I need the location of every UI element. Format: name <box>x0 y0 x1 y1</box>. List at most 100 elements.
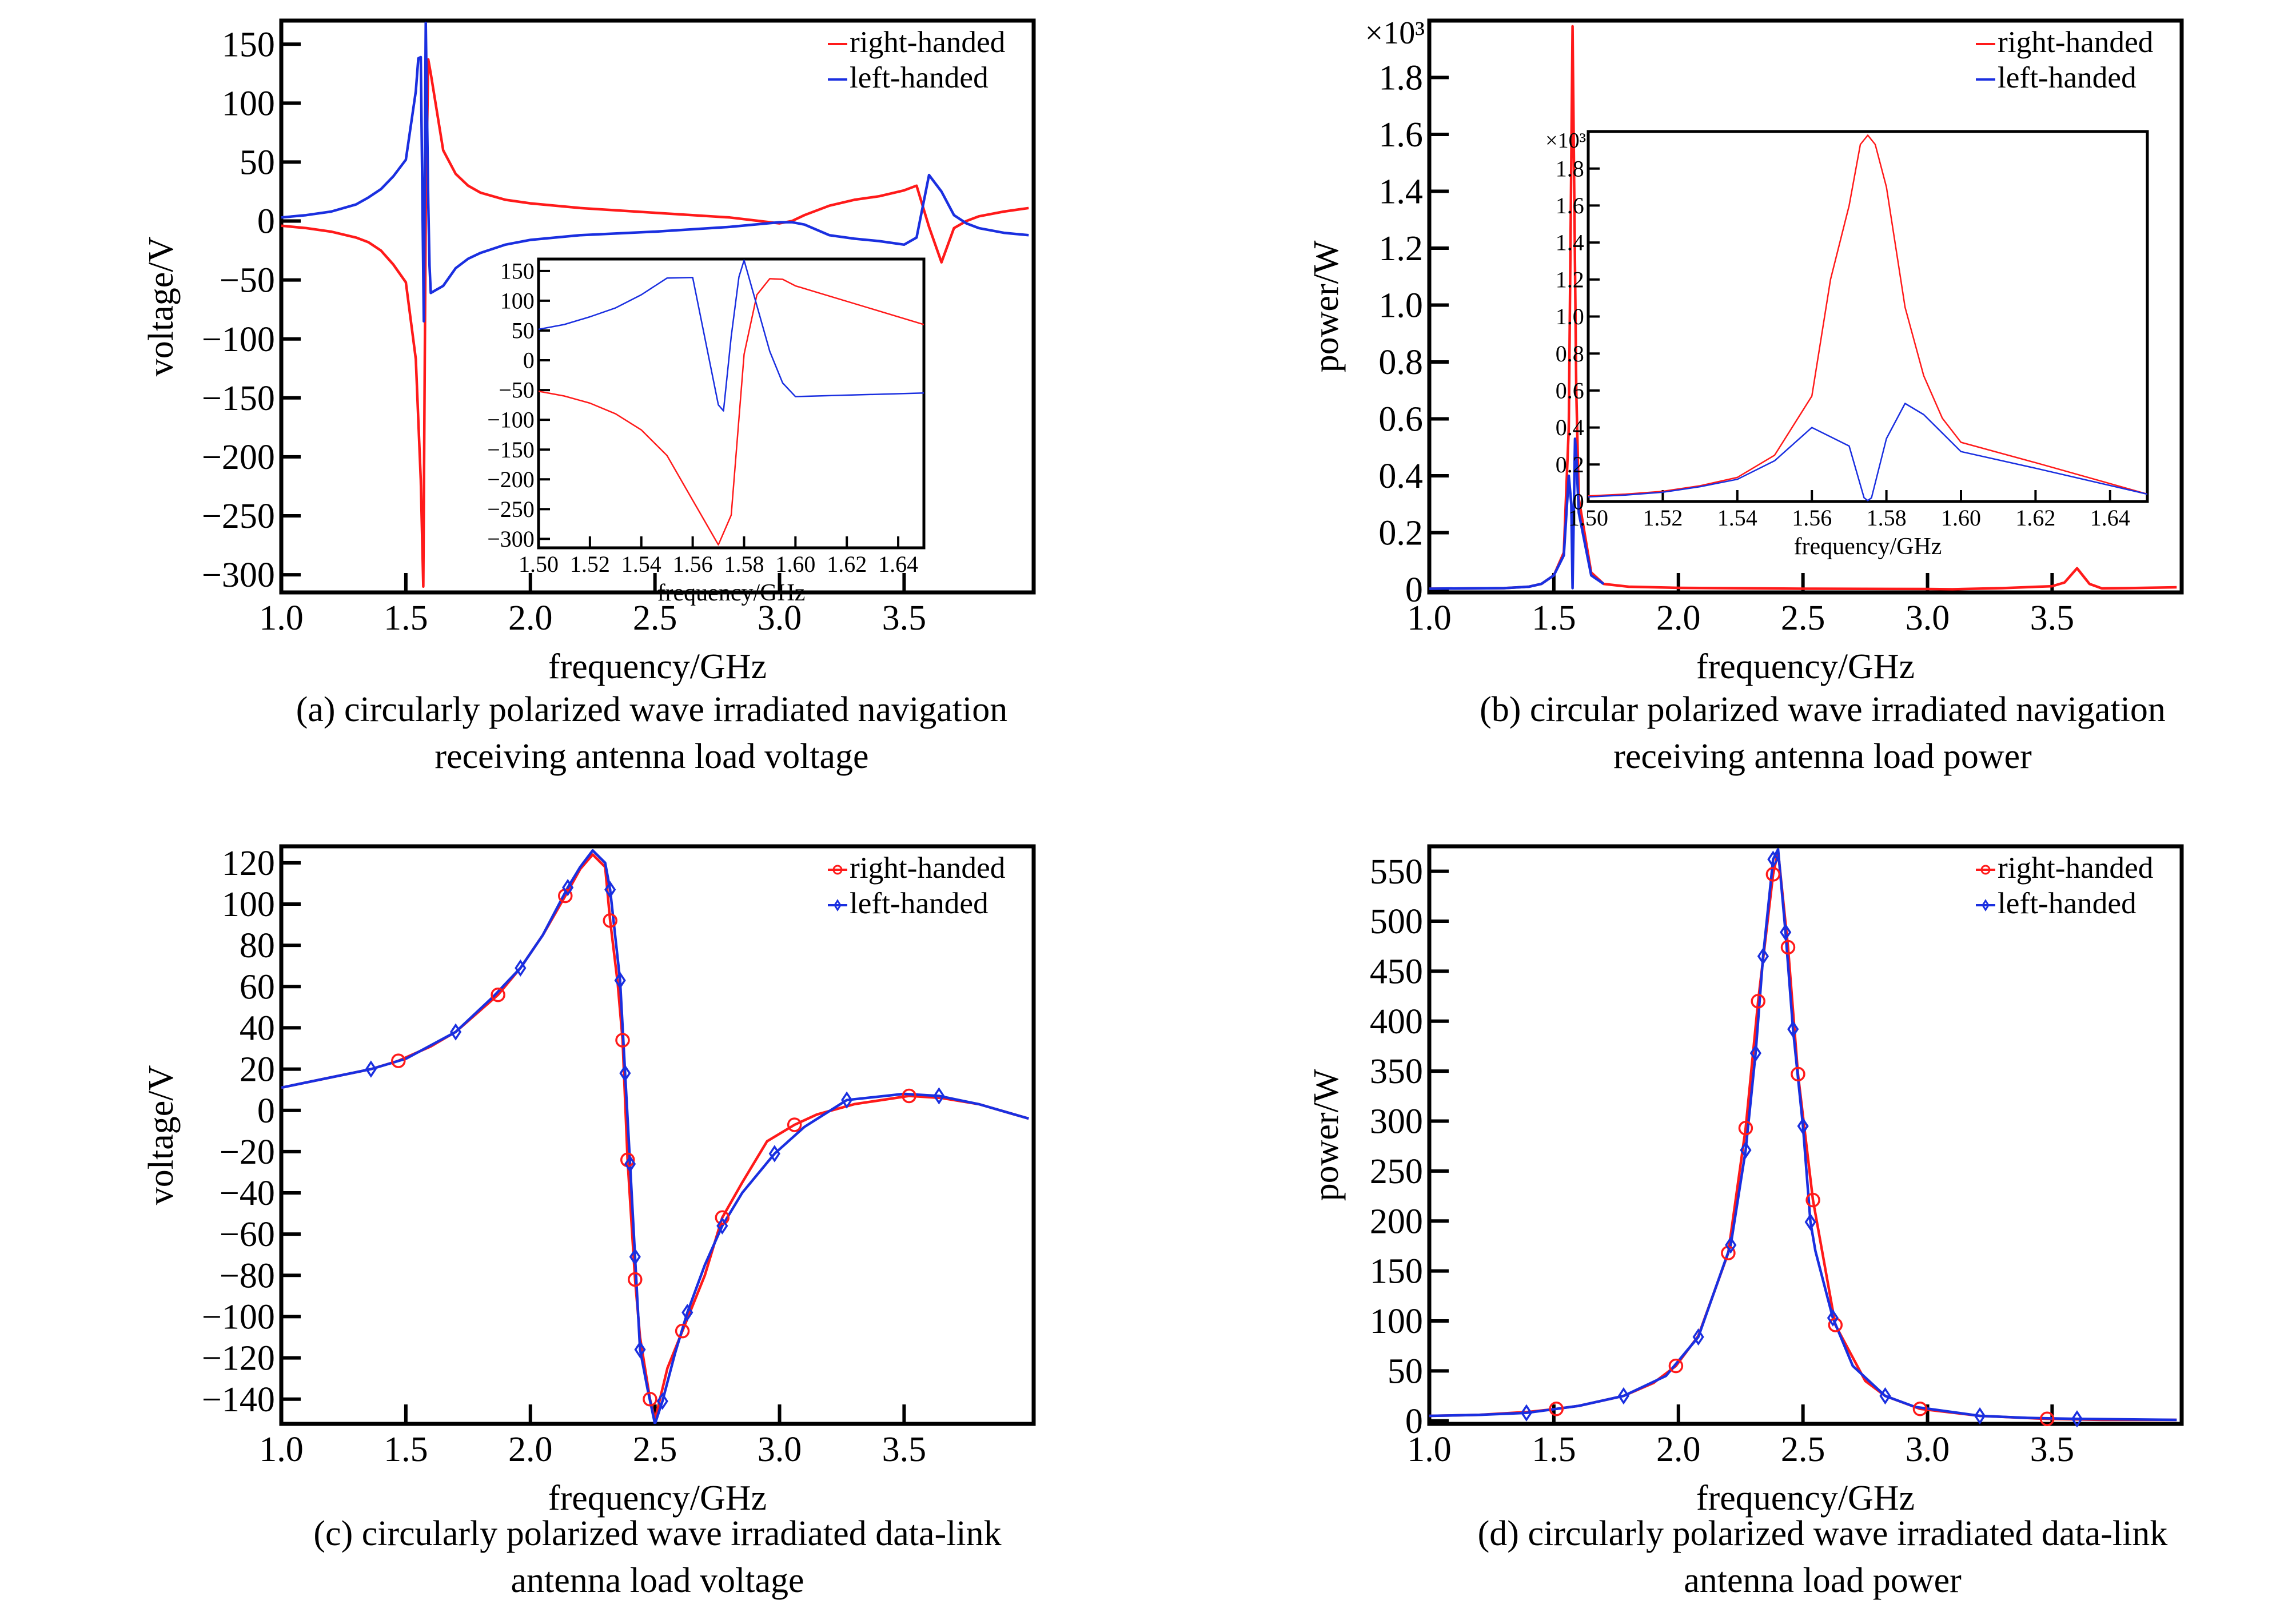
chart-c-plot-frame <box>279 844 1036 1426</box>
inset-series-line-left-handed <box>1588 403 2147 502</box>
chart-d-y-tick-label: 300 <box>1370 1102 1423 1141</box>
chart-a-inset-x-tick-label: 1.60 <box>775 551 815 577</box>
chart-c-y-tick-label: −40 <box>220 1174 275 1213</box>
chart-d-plot-frame <box>1427 844 2184 1426</box>
chart-d-x-axis-title: frequency/GHz <box>1696 1479 1915 1518</box>
inset-series-line-right-handed <box>539 278 924 546</box>
chart-a-y-tick-label: 0 <box>257 202 275 241</box>
chart-c-y-tick-label: −100 <box>202 1298 275 1337</box>
chart-b-inset-y-tick-label: 1.8 <box>1556 156 1584 181</box>
chart-a-y-axis-title: voltage/V <box>142 237 181 377</box>
chart-a-x-tick-label: 3.5 <box>882 599 927 638</box>
chart-a-inset-x-axis-title: frequency/GHz <box>657 580 806 606</box>
series-left-handed-marker-diamond <box>1827 1309 1839 1327</box>
series-left-handed-marker-diamond <box>604 881 616 898</box>
series-right-handed-marker-circle <box>1805 1192 1820 1208</box>
chart-b-caption-line2: receiving antenna load power <box>1613 737 2032 776</box>
chart-c-y-tick-label: −60 <box>220 1215 275 1254</box>
chart-c-y-tick-label: 0 <box>257 1092 275 1131</box>
chart-c-y-tick-label: 60 <box>240 968 275 1006</box>
chart-d-x-tick-label: 1.0 <box>1407 1430 1452 1469</box>
legend-marker-diamond <box>1982 899 1990 912</box>
chart-a-x-tick-label: 2.5 <box>633 599 677 638</box>
chart-d-caption-line2: antenna load power <box>1684 1561 1962 1600</box>
series-line-left-handed <box>1429 437 1605 590</box>
chart-c-y-axis-title: voltage/V <box>142 1065 181 1205</box>
chart-a-y-tick-label: −50 <box>220 261 275 300</box>
chart-b-y-tick-label: 0.2 <box>1378 514 1423 553</box>
series-left-handed-marker-diamond <box>1879 1387 1891 1405</box>
series-line-left-handed <box>281 849 1029 1424</box>
chart-a-inset-y-tick-label: 150 <box>500 258 535 284</box>
chart-c-x-axis-title: frequency/GHz <box>548 1479 767 1518</box>
chart-c-x-tick-label: 3.5 <box>882 1430 927 1469</box>
chart-b-y-axis-title: power/W <box>1307 240 1346 372</box>
series-right-handed-marker-circle <box>615 1033 630 1048</box>
series-left-handed-marker-diamond <box>614 972 626 989</box>
chart-c-y-tick-label: −20 <box>220 1133 275 1172</box>
series-left-handed-marker-diamond <box>365 1060 377 1078</box>
legend-label-right-handed: right-handed <box>1998 25 2153 59</box>
series-right-handed-marker-circle <box>491 987 505 1002</box>
series-left-handed-marker-diamond <box>768 1145 780 1163</box>
chart-b-y-tick-label: 1.2 <box>1378 229 1423 268</box>
series-left-handed-marker-diamond <box>841 1091 853 1109</box>
series-left-handed-marker-diamond <box>449 1023 462 1041</box>
chart-d-caption: (d) circularly polarized wave irradiated… <box>1394 1510 2251 1604</box>
chart-d-y-axis-title: power/W <box>1307 1069 1346 1201</box>
chart-b-y-tick-label: 0 <box>1405 571 1423 610</box>
chart-c-y-tick-label: −80 <box>220 1256 275 1295</box>
chart-a-caption: (a) circularly polarized wave irradiated… <box>172 686 1132 780</box>
chart-b-y-tick-label: 0.8 <box>1378 343 1423 382</box>
series-left-handed-marker-diamond <box>1520 1404 1533 1422</box>
chart-a-plot-frame <box>279 18 1036 595</box>
series-right-handed-marker-circle <box>1828 1318 1843 1332</box>
chart-a-inset-y-tick-label: 50 <box>512 318 535 344</box>
chart-a-y-tick-label: 100 <box>222 84 275 123</box>
series-right-handed-marker-circle <box>1751 994 1765 1009</box>
chart-b-inset-y-tick-label: 0.4 <box>1556 415 1584 440</box>
chart-d-group: 1.0 1.5 2.0 2.5 3.0 3.5 0 50 100 150 200 250 300 350 4… <box>1307 844 2184 1518</box>
chart-b-inset-y-tick-label: 1.6 <box>1556 193 1584 218</box>
chart-a: 1.0 1.5 2.0 2.5 3.0 3.5 150 100 50 0 −50 −100 −150 −2… <box>0 0 1148 798</box>
series-line-left-handed <box>281 21 1029 323</box>
chart-b-x-tick-label: 3.0 <box>1906 599 1950 638</box>
chart-b-inset-x-tick-label: 1.50 <box>1568 505 1608 531</box>
series-left-handed-marker-diamond <box>1725 1236 1737 1254</box>
series-left-handed-marker-diamond <box>681 1304 693 1322</box>
chart-a-inset-x-tick-label: 1.64 <box>878 551 918 577</box>
series-right-handed-marker-circle <box>1549 1402 1564 1416</box>
chart-b-group: 1.0 1.5 2.0 2.5 3.0 3.5 0 0.2 0.4 0.6 0.8 1.0 1.2 1.4… <box>1307 15 2184 686</box>
chart-b-inset-y-tick-label: 0.8 <box>1556 341 1584 367</box>
series-right-handed-marker-circle <box>1791 1066 1805 1082</box>
chart-a-inset-y-tick-label: −250 <box>487 496 535 522</box>
series-left-handed-marker-diamond <box>562 878 574 897</box>
chart-c: 1.0 1.5 2.0 2.5 3.0 3.5 120 100 80 60 40 20 0 −20 −40−… <box>0 798 1148 1600</box>
chart-b-y-tick-label: 0.6 <box>1378 400 1423 439</box>
chart-c-group: 1.0 1.5 2.0 2.5 3.0 3.5120100806040200−20−40−… <box>142 844 1036 1518</box>
chart-c-caption: (c) circularly polarized wave irradiated… <box>189 1510 1126 1604</box>
chart-d-y-tick-label: 150 <box>1370 1252 1423 1291</box>
chart-b-inset-x-tick-label: 1.64 <box>2090 505 2130 531</box>
series-left-handed-marker-diamond <box>1767 850 1779 868</box>
series-right-handed-marker-circle <box>628 1272 643 1287</box>
series-left-handed-marker-diamond <box>1740 1141 1752 1159</box>
chart-b-y-tick-label: 0.4 <box>1378 457 1423 496</box>
chart-b: 1.0 1.5 2.0 2.5 3.0 3.5 0 0.2 0.4 0.6 0.8 1.0 1.2 1.4… <box>1148 0 2296 798</box>
chart-a-caption-line2: receiving antenna load voltage <box>435 737 869 776</box>
chart-d-y-tick-label: 50 <box>1388 1352 1423 1391</box>
series-right-handed-marker-circle <box>1780 940 1796 955</box>
chart-c-x-tick-label: 2.5 <box>633 1430 677 1469</box>
chart-b-inset-x-tick-label: 1.60 <box>1941 505 1981 531</box>
chart-a-inset-x-tick-label: 1.56 <box>673 551 713 577</box>
chart-b-caption: (b) circular polarized wave irradiated n… <box>1394 686 2251 780</box>
chart-c-caption-line2: antenna load voltage <box>511 1561 804 1600</box>
chart-c-y-tick-label: −120 <box>202 1339 275 1378</box>
series-left-handed-marker-diamond <box>716 1217 728 1235</box>
chart-d-y-tick-label: 500 <box>1370 902 1423 941</box>
chart-a-inset-x-tick-label: 1.58 <box>724 551 764 577</box>
chart-b-inset-y-tick-label: 0.2 <box>1556 452 1584 477</box>
series-line-left-handed <box>1429 847 2177 1422</box>
series-left-handed-marker-diamond <box>515 959 527 977</box>
chart-a-x-tick-label: 1.5 <box>384 599 428 638</box>
